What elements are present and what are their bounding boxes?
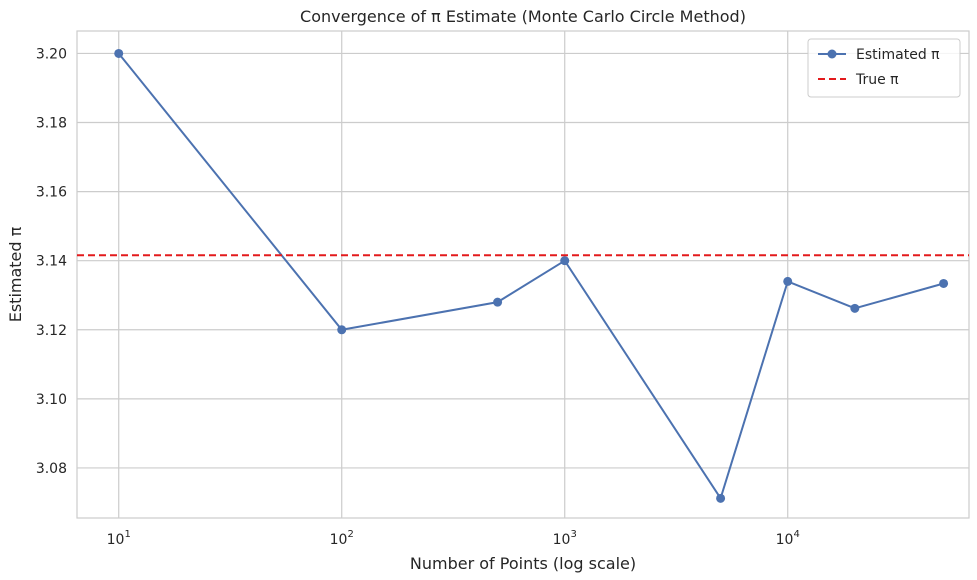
y-tick-label: 3.10 bbox=[36, 392, 67, 408]
legend: Estimated π True π bbox=[807, 38, 961, 98]
estimated-pi-line bbox=[117, 52, 944, 501]
data-point bbox=[850, 303, 860, 313]
data-point bbox=[114, 48, 124, 58]
grid bbox=[77, 31, 969, 518]
legend-item: Estimated π bbox=[818, 47, 940, 63]
data-point bbox=[560, 256, 570, 266]
x-tick-label: 102 bbox=[330, 529, 354, 548]
legend-item: True π bbox=[818, 72, 899, 88]
x-axis-title: Number of Points (log scale) bbox=[410, 554, 636, 573]
data-point bbox=[783, 276, 793, 286]
y-tick-label: 3.18 bbox=[36, 116, 67, 132]
data-point bbox=[716, 493, 726, 503]
x-tick-label: 101 bbox=[107, 529, 131, 548]
data-point bbox=[337, 325, 347, 335]
x-tick-label: 104 bbox=[776, 529, 800, 548]
y-axis-ticks: 3.08 3.10 3.12 3.14 3.16 3.18 3.20 bbox=[36, 46, 67, 476]
y-tick-label: 3.16 bbox=[36, 185, 67, 201]
y-tick-label: 3.14 bbox=[36, 254, 67, 270]
legend-label: True π bbox=[855, 72, 899, 88]
y-tick-label: 3.12 bbox=[36, 323, 67, 339]
chart-title: Convergence of π Estimate (Monte Carlo C… bbox=[300, 7, 746, 26]
legend-label: Estimated π bbox=[856, 47, 940, 63]
y-tick-label: 3.08 bbox=[36, 461, 67, 477]
plot-area-frame bbox=[76, 30, 970, 519]
x-tick-label: 103 bbox=[553, 529, 577, 548]
data-point bbox=[493, 297, 503, 307]
x-axis-ticks: 101 102 103 104 bbox=[107, 529, 800, 548]
legend-marker bbox=[827, 49, 837, 59]
y-axis-title: Estimated π bbox=[6, 226, 25, 322]
y-tick-label: 3.20 bbox=[36, 46, 67, 62]
series bbox=[77, 48, 969, 503]
data-point bbox=[939, 278, 949, 288]
